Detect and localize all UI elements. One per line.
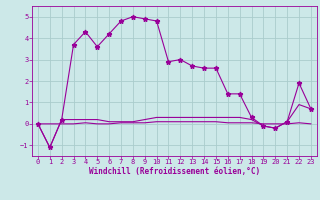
X-axis label: Windchill (Refroidissement éolien,°C): Windchill (Refroidissement éolien,°C): [89, 167, 260, 176]
